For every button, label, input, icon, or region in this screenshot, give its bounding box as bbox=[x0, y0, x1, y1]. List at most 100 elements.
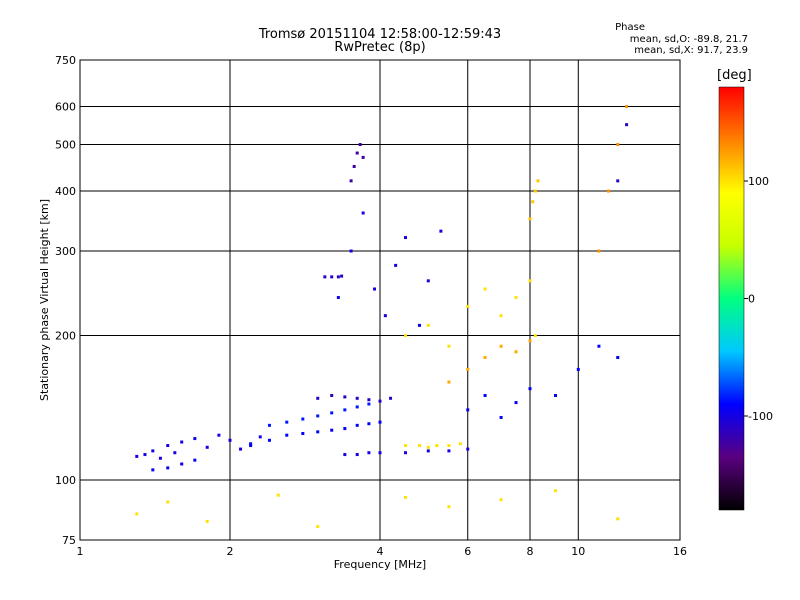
data-point bbox=[607, 189, 611, 193]
data-point bbox=[483, 394, 487, 398]
data-point bbox=[323, 275, 327, 279]
data-point bbox=[378, 420, 382, 424]
data-point bbox=[343, 453, 347, 457]
data-point bbox=[330, 275, 334, 279]
data-point bbox=[180, 462, 184, 466]
data-point bbox=[180, 440, 184, 444]
data-point bbox=[597, 249, 601, 253]
data-point bbox=[258, 435, 262, 439]
data-point bbox=[340, 274, 344, 278]
data-point bbox=[316, 430, 320, 434]
phase-o-stats: mean, sd,O: -89.8, 21.7 bbox=[629, 34, 748, 45]
x-tick-label: 6 bbox=[464, 545, 471, 558]
data-point bbox=[403, 451, 407, 455]
data-point bbox=[355, 396, 359, 400]
data-point bbox=[466, 304, 470, 308]
data-point bbox=[336, 275, 340, 279]
data-point bbox=[426, 449, 430, 453]
data-point bbox=[536, 179, 540, 183]
data-point bbox=[483, 355, 487, 359]
data-point bbox=[528, 217, 532, 221]
data-point bbox=[217, 433, 221, 437]
data-point bbox=[267, 438, 271, 442]
data-point bbox=[193, 437, 197, 441]
data-point bbox=[426, 279, 430, 283]
data-point bbox=[403, 334, 407, 338]
data-point bbox=[151, 468, 155, 472]
data-point bbox=[616, 179, 620, 183]
data-point bbox=[514, 401, 518, 405]
data-point bbox=[625, 123, 629, 127]
data-point bbox=[158, 456, 162, 460]
data-point bbox=[267, 423, 271, 427]
data-point bbox=[330, 394, 334, 398]
data-point bbox=[447, 444, 451, 448]
phase-x-stats: mean, sd,X: 91.7, 23.9 bbox=[634, 45, 748, 56]
data-point bbox=[616, 143, 620, 147]
data-point bbox=[447, 505, 451, 509]
colorbar bbox=[718, 86, 745, 511]
data-point bbox=[355, 453, 359, 457]
y-tick-label: 500 bbox=[55, 139, 76, 152]
data-point bbox=[466, 367, 470, 371]
plot-frame bbox=[79, 59, 681, 541]
data-point bbox=[343, 408, 347, 412]
data-point bbox=[355, 405, 359, 409]
data-point bbox=[166, 500, 170, 504]
data-point bbox=[533, 334, 537, 338]
data-point bbox=[367, 398, 371, 402]
data-point bbox=[576, 367, 580, 371]
data-point bbox=[403, 495, 407, 499]
data-point bbox=[378, 451, 382, 455]
data-point bbox=[435, 444, 439, 448]
data-point bbox=[249, 442, 253, 446]
colorbar-tick-label: 0 bbox=[748, 293, 755, 306]
data-point bbox=[151, 449, 155, 453]
x-tick-label: 2 bbox=[227, 545, 234, 558]
data-point bbox=[352, 164, 356, 168]
data-point bbox=[373, 287, 377, 291]
colorbar-tick-label: -100 bbox=[748, 410, 773, 423]
x-tick-label: 8 bbox=[527, 545, 534, 558]
data-point bbox=[499, 498, 503, 502]
data-point bbox=[228, 438, 232, 442]
data-point bbox=[330, 428, 334, 432]
x-tick-label: 10 bbox=[571, 545, 585, 558]
data-point bbox=[447, 344, 451, 348]
data-point bbox=[553, 394, 557, 398]
data-point bbox=[166, 444, 170, 448]
data-point bbox=[343, 427, 347, 431]
data-point bbox=[528, 279, 532, 283]
y-tick-label: 300 bbox=[55, 245, 76, 258]
colorbar-unit: [deg] bbox=[717, 68, 752, 83]
data-point bbox=[531, 200, 535, 204]
data-point bbox=[533, 189, 537, 193]
y-tick-label: 400 bbox=[55, 185, 76, 198]
data-point bbox=[358, 143, 362, 147]
data-point bbox=[367, 402, 371, 406]
data-point bbox=[205, 519, 209, 523]
data-point bbox=[483, 287, 487, 291]
data-point bbox=[316, 396, 320, 400]
y-axis-label: Stationary phase Virtual Height [km] bbox=[38, 199, 51, 401]
data-point bbox=[439, 229, 443, 233]
data-point bbox=[355, 423, 359, 427]
data-point bbox=[193, 458, 197, 462]
y-tick-label: 750 bbox=[55, 54, 76, 67]
data-point bbox=[389, 396, 393, 400]
data-point bbox=[499, 344, 503, 348]
y-tick-label: 100 bbox=[55, 474, 76, 487]
x-tick-label: 4 bbox=[377, 545, 384, 558]
data-point bbox=[330, 411, 334, 415]
data-point bbox=[349, 179, 353, 183]
data-point bbox=[394, 263, 398, 267]
y-tick-label: 200 bbox=[55, 330, 76, 343]
data-point bbox=[249, 444, 253, 448]
data-point bbox=[143, 453, 147, 457]
data-point bbox=[301, 417, 305, 421]
data-point bbox=[343, 395, 347, 399]
data-point bbox=[367, 422, 371, 426]
data-point bbox=[276, 493, 280, 497]
data-point bbox=[616, 517, 620, 521]
data-point bbox=[466, 447, 470, 451]
